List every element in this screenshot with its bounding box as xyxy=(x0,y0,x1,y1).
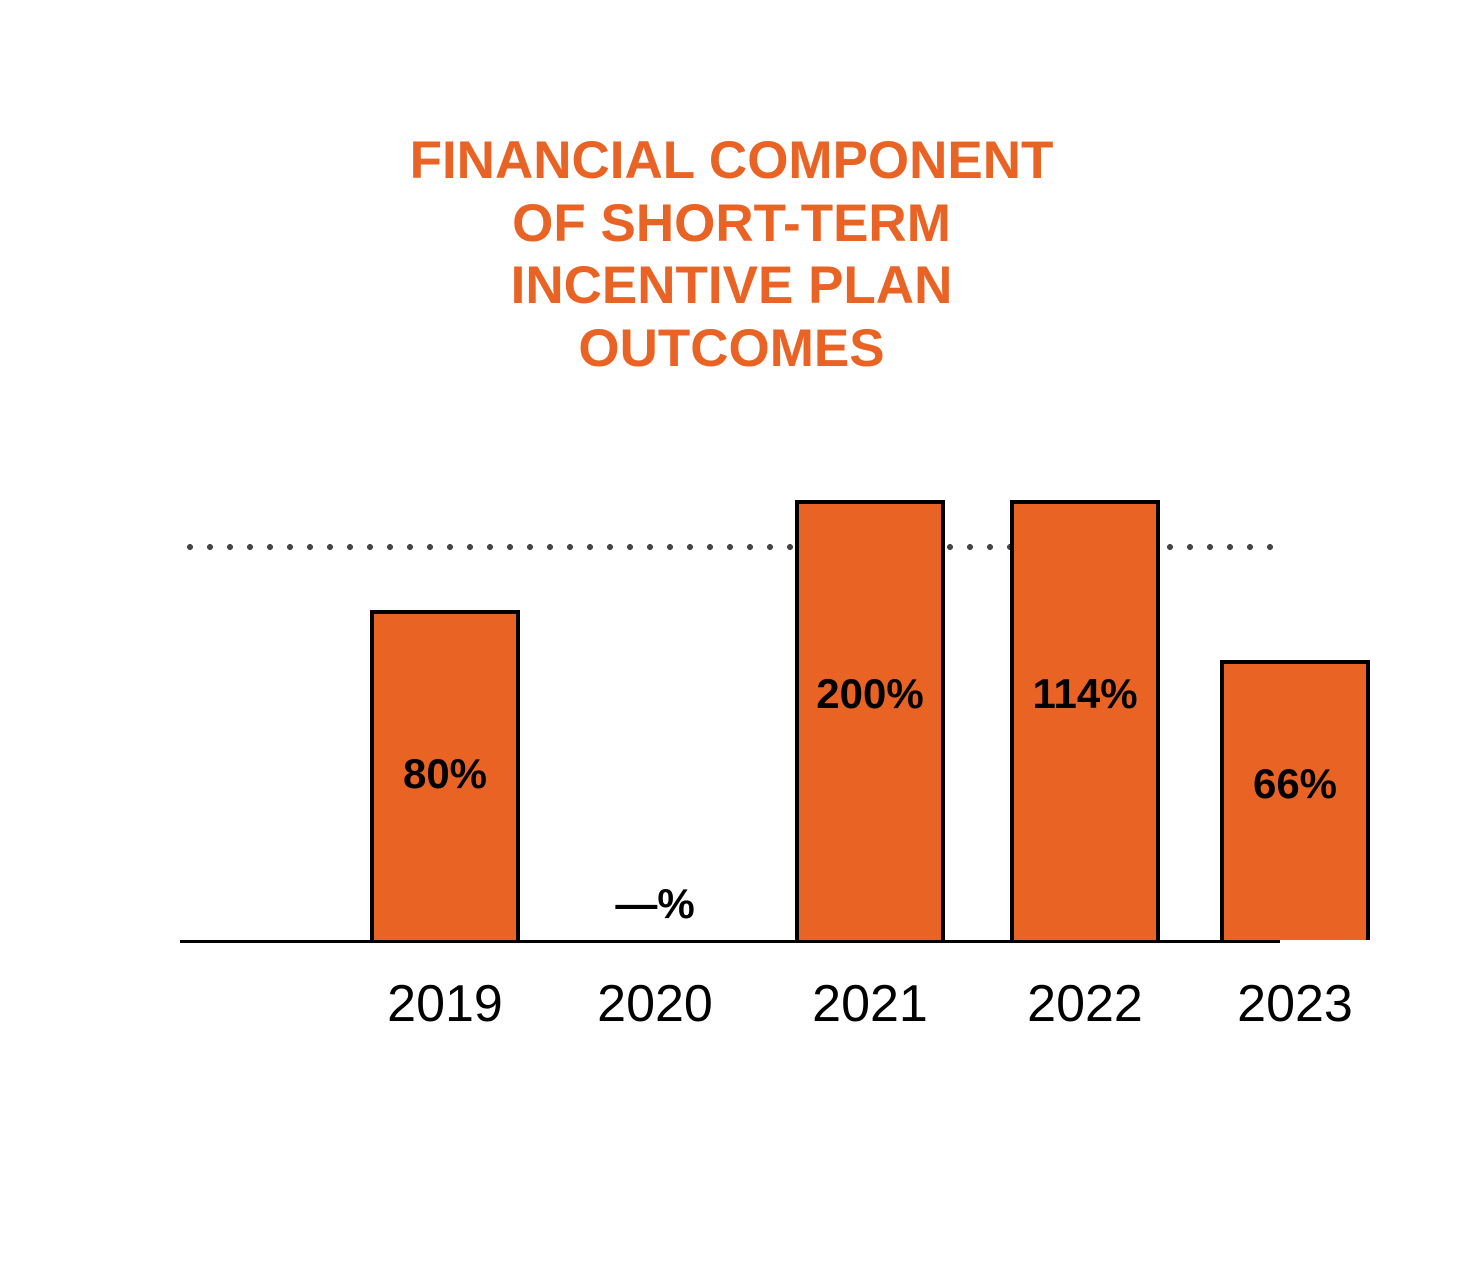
title-line-4: OUTCOMES xyxy=(0,318,1463,381)
bar-value-label-2023: 66% xyxy=(1220,760,1370,808)
x-label-2019: 2019 xyxy=(345,974,545,1034)
bar-2022 xyxy=(1010,500,1160,940)
title-line-3: INCENTIVE PLAN xyxy=(0,255,1463,318)
x-label-2021: 2021 xyxy=(770,974,970,1034)
bar-value-label-2020: —% xyxy=(560,880,750,928)
x-label-2020: 2020 xyxy=(555,974,755,1034)
bar-chart: 80%2019—%2020200%2021114%202266%2023 xyxy=(180,500,1280,1060)
title-line-1: FINANCIAL COMPONENT xyxy=(0,130,1463,193)
page: FINANCIAL COMPONENT OF SHORT-TERM INCENT… xyxy=(0,0,1463,1281)
bar-value-label-2019: 80% xyxy=(370,750,520,798)
bar-value-label-2021: 200% xyxy=(795,670,945,718)
bar-value-label-2022: 114% xyxy=(1010,670,1160,718)
bar-2021 xyxy=(795,500,945,940)
x-label-2023: 2023 xyxy=(1195,974,1395,1034)
chart-title: FINANCIAL COMPONENT OF SHORT-TERM INCENT… xyxy=(0,130,1463,380)
x-label-2022: 2022 xyxy=(985,974,1185,1034)
title-line-2: OF SHORT-TERM xyxy=(0,193,1463,256)
x-axis-baseline xyxy=(180,940,1280,943)
